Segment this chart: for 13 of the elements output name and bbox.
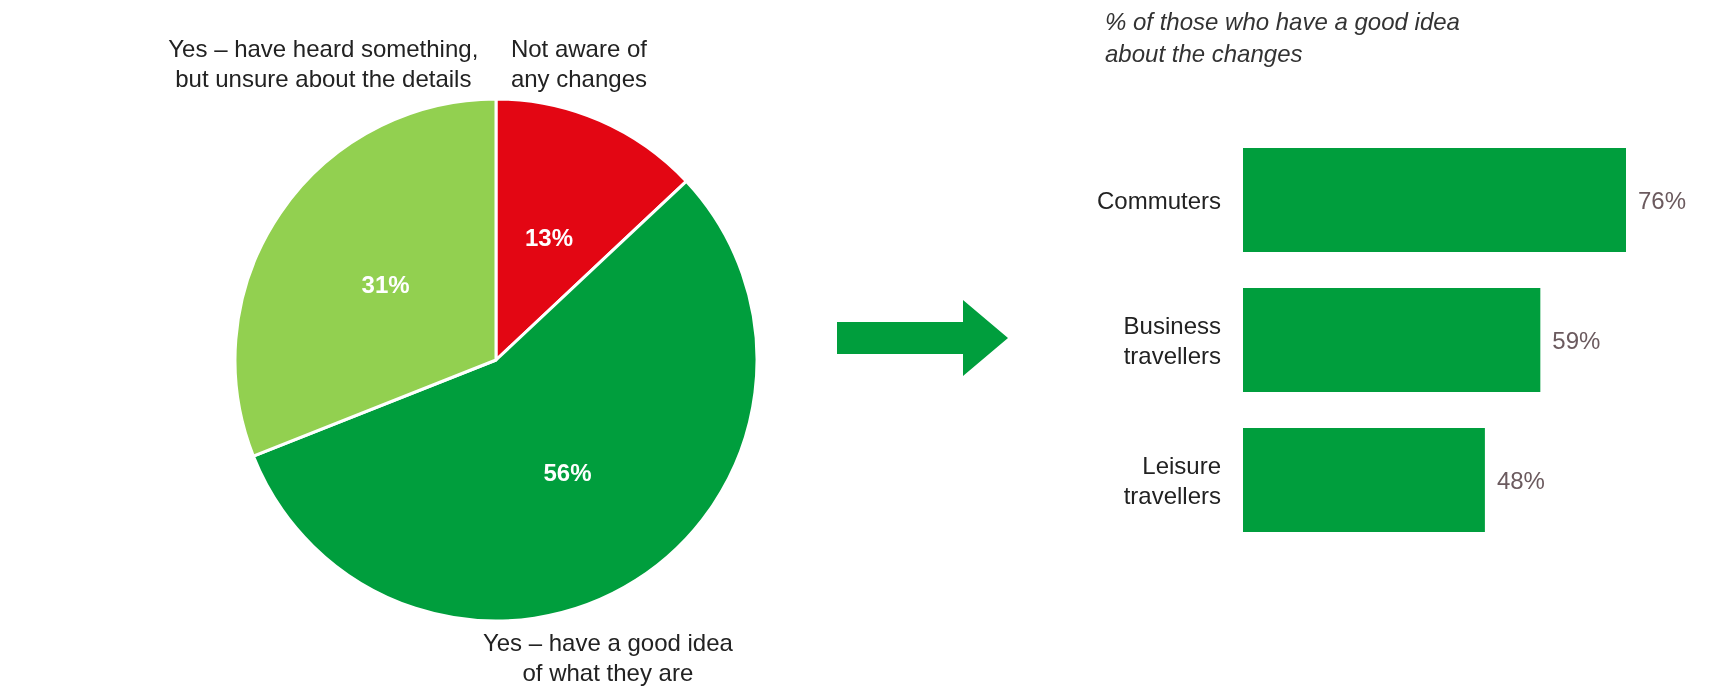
y-tick-label: Commuters — [1096, 186, 1221, 214]
data-label: 76% — [1638, 186, 1687, 214]
data-label: 48% — [1496, 466, 1545, 494]
data-label: 59% — [1552, 326, 1601, 354]
y-tick-label: Leisure travellers — [1123, 451, 1221, 509]
slice-label: Yes – have heard something, but unsure about the details — [168, 34, 479, 92]
slice-label: Not aware of any changes — [510, 34, 648, 92]
chart-title: % of those who have a good idea about the changes — [1105, 7, 1467, 67]
y-tick-label: Business travellers — [1123, 311, 1221, 369]
data-label: 13% — [525, 223, 574, 251]
data-label: 31% — [361, 271, 410, 299]
data-label: 56% — [543, 459, 592, 487]
slice-label: Yes – have a good idea of what they are — [482, 628, 734, 686]
